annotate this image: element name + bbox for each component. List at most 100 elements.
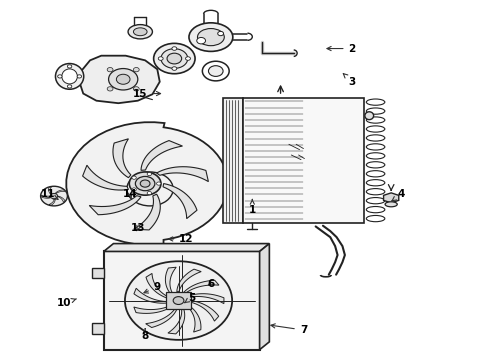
Ellipse shape [367,207,385,213]
Ellipse shape [158,57,163,60]
Ellipse shape [367,215,385,222]
Ellipse shape [172,67,177,70]
Polygon shape [141,140,182,170]
Text: 15: 15 [133,89,161,99]
Ellipse shape [208,66,223,76]
Ellipse shape [365,112,374,120]
Text: 6: 6 [207,279,215,289]
Ellipse shape [147,172,151,176]
Bar [223,98,243,223]
Polygon shape [66,122,228,246]
Ellipse shape [68,65,72,68]
Polygon shape [146,273,168,298]
Polygon shape [49,187,51,194]
Ellipse shape [367,99,385,105]
Ellipse shape [154,43,195,74]
Ellipse shape [125,261,232,340]
Text: 7: 7 [271,324,307,335]
Ellipse shape [116,74,130,84]
Polygon shape [104,244,270,251]
Polygon shape [177,269,201,292]
Text: 13: 13 [130,223,145,233]
Bar [104,251,260,350]
Ellipse shape [161,49,188,68]
Polygon shape [58,196,65,202]
Ellipse shape [129,172,161,195]
Ellipse shape [140,180,150,187]
Polygon shape [184,280,219,293]
Bar [243,98,365,223]
Ellipse shape [133,68,139,72]
Ellipse shape [107,87,113,91]
Ellipse shape [367,189,385,195]
Ellipse shape [133,28,147,36]
Polygon shape [79,56,160,103]
Ellipse shape [197,37,205,44]
Ellipse shape [157,182,161,185]
Polygon shape [49,199,55,205]
Polygon shape [166,267,176,294]
Ellipse shape [218,31,223,36]
Ellipse shape [58,75,62,78]
Polygon shape [146,309,177,328]
Ellipse shape [367,108,385,114]
Polygon shape [42,195,51,198]
Ellipse shape [202,61,229,81]
Text: 4: 4 [392,189,405,201]
Polygon shape [113,139,131,178]
Text: 9: 9 [144,282,161,293]
Ellipse shape [77,75,81,78]
Polygon shape [188,305,201,332]
Ellipse shape [107,68,113,72]
Ellipse shape [132,176,136,179]
Ellipse shape [197,28,224,46]
Ellipse shape [128,24,152,39]
Polygon shape [163,184,197,219]
Ellipse shape [62,69,77,84]
Polygon shape [168,309,185,334]
Ellipse shape [367,171,385,177]
Ellipse shape [367,144,385,150]
Ellipse shape [367,135,385,141]
Text: 8: 8 [142,329,149,342]
Ellipse shape [367,117,385,123]
Text: 12: 12 [169,234,194,244]
Text: 10: 10 [56,298,76,308]
Text: 1: 1 [249,200,256,215]
Bar [92,267,104,278]
Polygon shape [384,193,399,203]
Ellipse shape [167,53,182,64]
Ellipse shape [135,176,155,191]
Bar [167,292,191,310]
Ellipse shape [367,180,385,186]
Polygon shape [134,288,167,303]
Bar [92,323,104,334]
Text: 5: 5 [185,293,195,303]
Polygon shape [260,244,270,350]
Polygon shape [157,167,208,181]
Ellipse shape [172,47,177,50]
Ellipse shape [189,23,233,51]
Ellipse shape [367,153,385,159]
Text: 2: 2 [327,44,356,54]
Ellipse shape [55,64,84,89]
Ellipse shape [41,186,68,206]
Ellipse shape [168,293,189,308]
Text: 11: 11 [40,189,58,199]
Ellipse shape [50,193,58,199]
Ellipse shape [109,68,138,90]
Polygon shape [55,190,65,194]
Polygon shape [134,194,160,230]
Polygon shape [189,294,224,303]
Ellipse shape [186,57,191,60]
Ellipse shape [68,85,72,88]
Ellipse shape [132,188,136,191]
Text: 3: 3 [343,73,356,87]
Polygon shape [89,196,141,215]
Ellipse shape [133,87,139,91]
Ellipse shape [173,297,184,305]
Ellipse shape [385,202,397,207]
Ellipse shape [367,126,385,132]
Ellipse shape [367,162,385,168]
Ellipse shape [367,198,385,204]
